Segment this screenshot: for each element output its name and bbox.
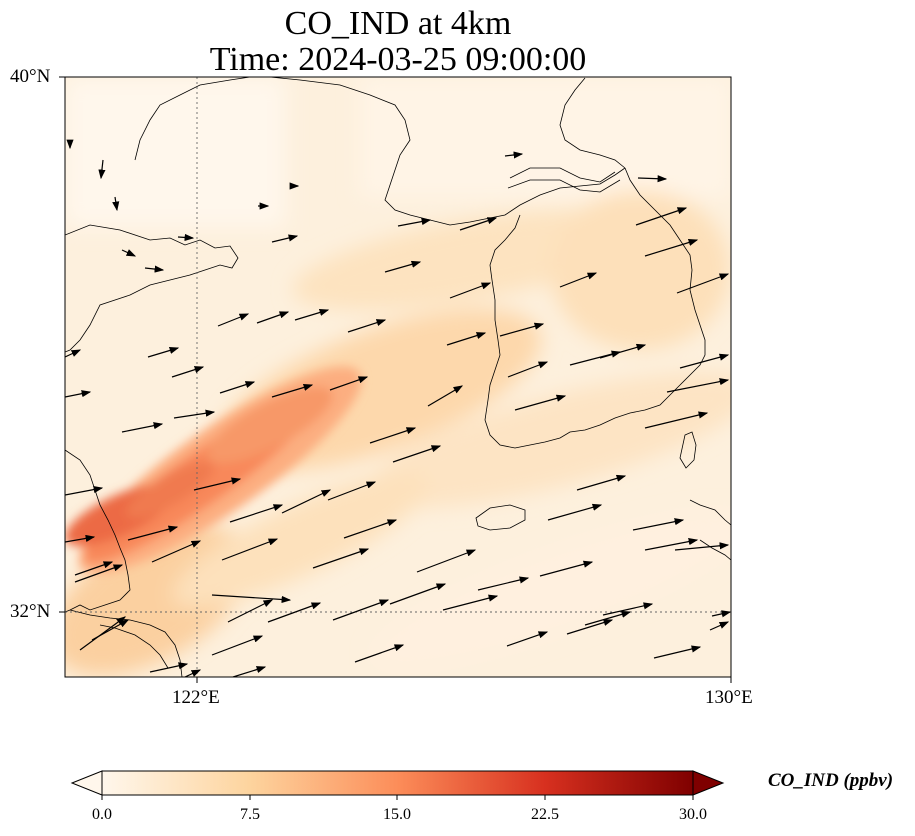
- wind-arrow: [147, 346, 180, 358]
- wind-arrow: [271, 234, 299, 243]
- wind-arrow: [499, 322, 545, 337]
- wind-vectors: [65, 139, 731, 677]
- colorbar-label: CO_IND (ppbv): [768, 770, 894, 791]
- wind-arrow: [74, 561, 114, 576]
- lon-tick-130e: 130°E: [705, 687, 753, 708]
- lat-tick-32n: 32°N: [10, 601, 51, 622]
- lon-tick-122e: 122°E: [172, 687, 220, 708]
- wind-arrow: [281, 489, 332, 514]
- wind-arrow: [709, 621, 730, 631]
- wind-arrow: [221, 538, 279, 561]
- wind-arrow: [446, 332, 487, 346]
- wind-arrow: [653, 645, 702, 659]
- wind-arrow: [539, 560, 594, 577]
- coastlines: [65, 77, 731, 677]
- wind-arrow: [679, 353, 730, 369]
- wind-arrow: [173, 409, 216, 419]
- map-title: CO_IND at 4km: [284, 5, 512, 42]
- wind-arrow: [121, 249, 137, 257]
- wind-arrow: [369, 427, 417, 444]
- wind-arrow: [347, 319, 387, 333]
- wind-arrow: [559, 272, 598, 288]
- wind-arrow: [271, 383, 314, 398]
- wind-arrow: [65, 534, 96, 543]
- wind-arrow: [711, 610, 731, 618]
- wind-arrow: [267, 602, 322, 623]
- wind-arrow: [327, 481, 377, 501]
- colorbar-tick-30: 30.0: [679, 806, 707, 823]
- wind-arrow: [144, 265, 165, 273]
- wind-arrow: [151, 540, 202, 563]
- wind-arrow: [477, 576, 530, 591]
- wind-arrow: [343, 519, 398, 539]
- wind-arrow: [184, 669, 202, 677]
- wind-arrow: [644, 239, 699, 257]
- wind-arrow: [392, 445, 442, 463]
- map-gridlines: [65, 77, 731, 677]
- wind-arrow: [644, 411, 709, 429]
- wind-arrow: [127, 525, 179, 541]
- wind-arrow: [229, 504, 284, 523]
- wind-arrow: [507, 361, 549, 378]
- wind-arrow: [332, 599, 390, 621]
- wind-arrow: [504, 151, 524, 159]
- map-subtitle-time: Time: 2024-03-25 09:00:00: [209, 41, 587, 78]
- wind-arrow: [232, 666, 267, 677]
- wind-arrow: [329, 376, 369, 391]
- wind-arrow: [219, 381, 256, 394]
- wind-arrow: [389, 583, 447, 605]
- wind-arrow: [98, 159, 106, 180]
- wind-arrow: [65, 390, 92, 398]
- wind-arrow: [65, 486, 104, 496]
- wind-arrow: [397, 218, 432, 227]
- wind-arrow: [635, 207, 688, 226]
- wind-arrow: [256, 311, 290, 324]
- wind-arrow: [666, 378, 730, 393]
- wind-arrow: [211, 635, 264, 656]
- colorbar-tick-22-5: 22.5: [531, 806, 559, 823]
- wind-arrow: [602, 602, 654, 616]
- wind-arrow: [112, 196, 120, 212]
- lat-tick-40n: 40°N: [10, 66, 51, 87]
- wind-arrow: [637, 175, 668, 183]
- wind-arrow: [632, 518, 685, 531]
- wind-arrow: [566, 619, 614, 635]
- wind-arrow: [227, 599, 274, 623]
- colorbar-tick-7-5: 7.5: [240, 806, 260, 823]
- wind-arrow: [599, 343, 647, 359]
- wind-arrow: [514, 394, 567, 411]
- wind-arrow: [294, 308, 330, 321]
- wind-arrow: [193, 477, 242, 491]
- wind-arrow: [427, 385, 464, 407]
- wind-arrow: [65, 349, 82, 358]
- wind-arrow: [442, 594, 499, 611]
- colorbar: [70, 770, 725, 800]
- wind-arrow: [547, 503, 603, 521]
- colorbar-tick-15: 15.0: [383, 806, 411, 823]
- wind-arrow: [584, 610, 632, 626]
- wind-arrow: [676, 273, 730, 294]
- wind-arrow: [506, 631, 549, 647]
- wind-arrow: [211, 594, 292, 604]
- colorbar-tick-0: 0.0: [92, 806, 112, 823]
- wind-arrow: [171, 366, 205, 378]
- wind-arrow: [149, 662, 189, 673]
- concentration-field: [65, 77, 731, 677]
- wind-arrow: [217, 313, 250, 327]
- wind-arrow: [644, 538, 699, 551]
- wind-arrow: [459, 217, 498, 231]
- wind-arrow: [312, 548, 370, 569]
- wind-arrow: [74, 564, 124, 583]
- wind-arrow: [416, 549, 477, 573]
- wind-arrow: [674, 542, 730, 551]
- wind-arrow: [121, 422, 164, 433]
- wind-arrow: [91, 619, 130, 641]
- wind-arrow: [384, 260, 422, 273]
- wind-arrow: [576, 474, 627, 491]
- wind-arrow: [449, 282, 492, 299]
- wind-arrow: [177, 233, 195, 242]
- wind-arrow: [354, 644, 405, 663]
